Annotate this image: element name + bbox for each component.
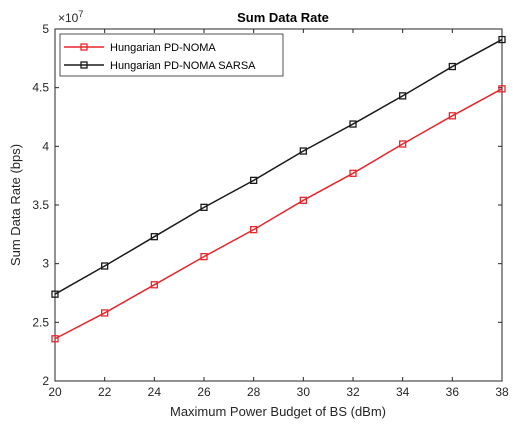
x-tick-label: 38: [495, 385, 509, 399]
data-point: [51, 290, 59, 298]
series-layer: [51, 35, 506, 343]
y-axis-ticks: 2 2.5 3 3.5 4 4.5 5: [32, 22, 502, 388]
y-axis-exponent: ×107: [58, 9, 83, 25]
y-tick-label: 2.5: [32, 315, 49, 329]
x-tick-label: 20: [48, 385, 62, 399]
data-point: [200, 252, 208, 261]
data-point: [299, 147, 307, 155]
legend-box: [59, 33, 284, 77]
data-point: [101, 262, 109, 270]
data-point: [399, 92, 407, 100]
data-point: [299, 196, 307, 204]
legend-label-1: Hungarian PD-NOMA: [110, 42, 216, 54]
y-exponent-power: 7: [78, 9, 83, 19]
y-exponent-base: ×10: [58, 11, 79, 25]
x-tick-label: 22: [98, 385, 112, 399]
x-axis-ticks: 20 22 24 26 28 30 32 34 36 38: [48, 29, 509, 399]
y-tick-label: 4.5: [32, 81, 49, 95]
legend-marker-2: [80, 61, 88, 69]
data-point: [448, 62, 456, 71]
legend-label-2: Hungarian PD-NOMA SARSA: [110, 60, 256, 72]
x-tick-label: 32: [346, 385, 360, 399]
data-point: [250, 225, 258, 234]
data-point: [51, 335, 59, 343]
data-point: [150, 233, 158, 241]
data-point: [498, 85, 506, 93]
x-tick-label: 30: [297, 385, 311, 399]
x-tick-label: 34: [396, 385, 410, 399]
x-tick-label: 28: [247, 385, 261, 399]
y-tick-label: 3: [42, 257, 49, 271]
legend-marker-1: [80, 43, 88, 51]
y-tick-label: 3.5: [32, 198, 49, 212]
data-point: [250, 176, 258, 185]
data-point: [101, 309, 109, 317]
y-tick-label: 4: [42, 139, 49, 153]
y-tick-label: 5: [42, 22, 49, 36]
legend: Hungarian PD-NOMA Hungarian PD-NOMA SARS…: [59, 33, 284, 77]
series-line-2: [54, 38, 503, 295]
plot-area: [54, 28, 503, 382]
chart-title: Sum Data Rate: [237, 10, 329, 25]
y-axis-label: Sum Data Rate (bps): [8, 144, 23, 266]
x-tick-label: 24: [148, 385, 162, 399]
data-point: [399, 140, 407, 148]
y-tick-label: 2: [42, 374, 49, 388]
x-tick-label: 36: [446, 385, 460, 399]
data-point: [448, 112, 456, 120]
data-point: [349, 120, 357, 128]
x-axis-label: Maximum Power Budget of BS (dBm): [170, 404, 386, 419]
data-point: [349, 169, 357, 177]
data-point: [200, 203, 208, 211]
series-line-1: [54, 88, 503, 340]
data-point: [498, 35, 506, 44]
data-point: [150, 281, 158, 289]
x-tick-label: 26: [197, 385, 211, 399]
